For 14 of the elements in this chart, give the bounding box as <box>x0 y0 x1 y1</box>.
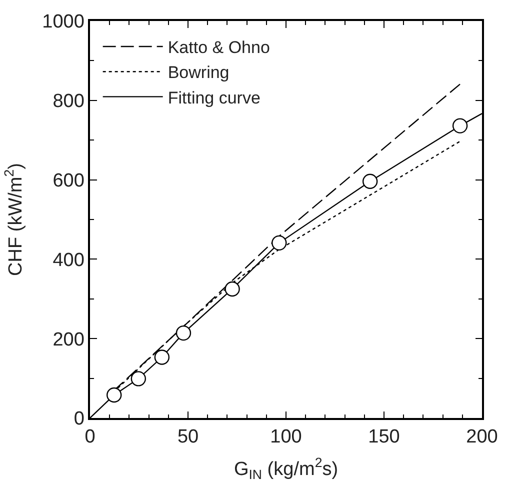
legend-label: Katto & Ohno <box>168 38 270 58</box>
y-tick-label: 400 <box>52 250 84 271</box>
y-tick-label: 1000 <box>42 12 84 33</box>
x-axis-title: G$_{IN}$ (kg/m$^{2}$s) <box>234 454 338 482</box>
x-tick-label: 50 <box>177 426 199 448</box>
legend-label: Fitting curve <box>168 88 260 108</box>
y-tick-label: 200 <box>52 329 84 350</box>
legend-label: Bowring <box>168 63 230 82</box>
x-tick-label: 100 <box>270 426 302 448</box>
y-tick-label: 800 <box>52 91 84 112</box>
x-tick-label: 200 <box>466 426 498 448</box>
y-tick-label: 0 <box>74 408 84 430</box>
x-tick-label: 150 <box>368 426 400 448</box>
y-tick-label: 600 <box>52 170 84 192</box>
